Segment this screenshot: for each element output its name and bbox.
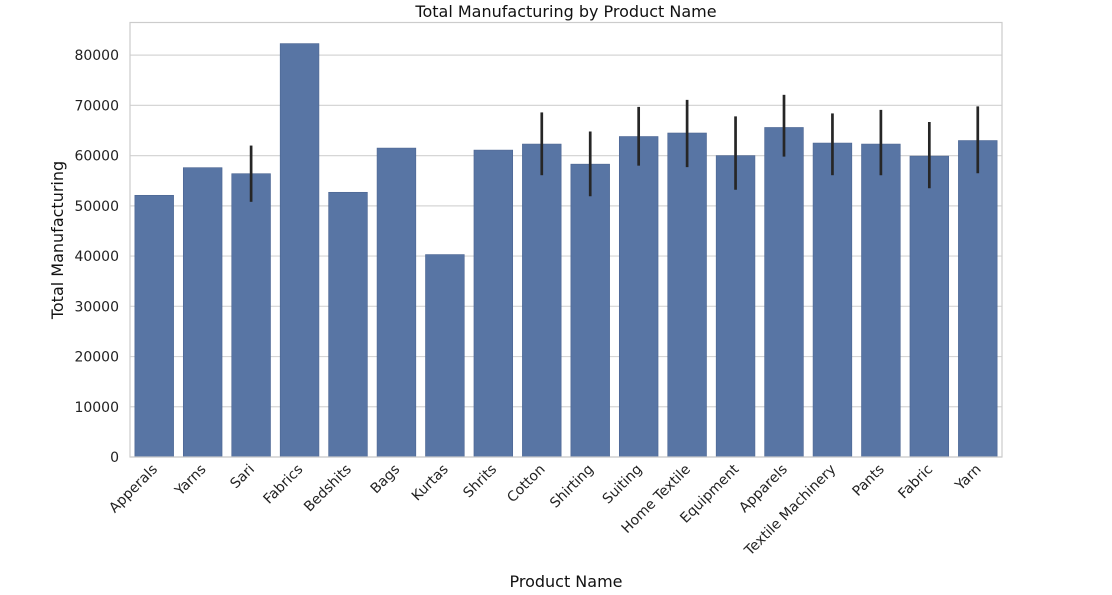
bar [425,254,465,458]
bar [279,43,320,458]
x-tick-label: Fabrics [261,462,307,508]
bar [667,132,707,458]
bars [134,43,998,458]
x-tick-label: Yarns [171,462,209,500]
grid-lines [130,54,1002,458]
x-tick-label: Shirting [547,462,597,512]
x-tick-label: Shrits [460,462,500,502]
x-tick-label: Apperals [106,462,161,517]
bar [522,143,562,458]
bar [812,142,853,458]
y-tick-label: 10000 [74,400,119,416]
bar [328,191,368,458]
y-tick-label: 80000 [74,48,119,64]
chart-title: Total Manufacturing by Product Name [414,2,716,21]
x-tick-label: Bags [368,462,404,498]
y-tick-label: 0 [110,450,119,466]
bar [570,163,610,458]
bar [909,155,950,458]
x-tick-label: Textile Machinery [741,462,839,560]
x-tick-label: Bedshits [301,462,355,516]
bar [958,140,998,458]
x-axis-title: Product Name [509,572,622,591]
y-tick-label: 70000 [74,98,119,114]
bar [473,149,514,458]
bar [861,143,901,458]
x-tick-label: Sari [227,462,257,492]
bar [376,147,417,458]
x-tick-label: Yarn [952,462,985,495]
x-tick-label: Cotton [504,462,548,506]
bar [182,167,223,458]
bar [231,173,271,458]
bar [618,136,659,458]
y-tick-label: 30000 [74,299,119,315]
y-tick-label: 60000 [74,149,119,165]
y-tick-label: 50000 [74,199,119,215]
y-tick-label: 40000 [74,249,119,265]
y-tick-label: 20000 [74,350,119,366]
x-tick-label: Fabric [895,462,936,503]
y-axis-title: Total Manufacturing [48,161,67,320]
y-tick-labels: 0 10000 20000 30000 40000 50000 60000 70000 8000… [74,48,119,466]
error-bars [249,94,980,202]
bar [134,194,174,458]
x-tick-label: Pants [849,462,887,500]
bar [764,127,804,458]
plot-frame [129,21,1003,458]
x-tick-label: Kurtas [409,462,452,505]
x-tick-label: Suiting [600,462,646,508]
bar [715,155,756,458]
